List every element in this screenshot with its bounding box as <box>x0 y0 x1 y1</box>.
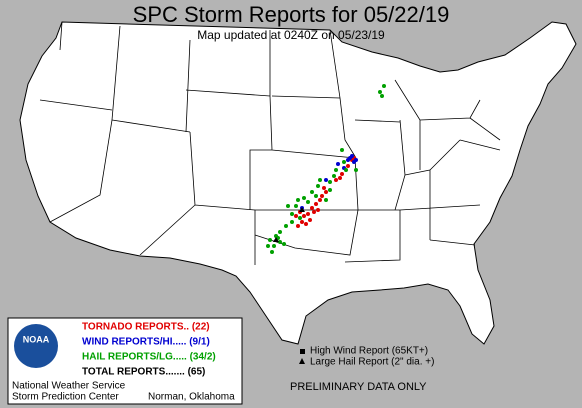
report-point <box>290 220 294 224</box>
report-point <box>354 158 358 162</box>
report-point <box>324 198 328 202</box>
report-point <box>380 94 384 98</box>
report-point <box>270 250 274 254</box>
report-point <box>284 224 288 228</box>
report-point <box>340 148 344 152</box>
report-point <box>310 190 314 194</box>
title: SPC Storm Reports for 05/22/19 <box>133 2 450 27</box>
report-point <box>324 178 328 182</box>
report-point <box>314 194 318 198</box>
report-point <box>290 212 294 216</box>
report-point <box>282 242 286 246</box>
report-point <box>336 162 340 166</box>
footer-city: Norman, Oklahoma <box>148 392 235 403</box>
report-point <box>308 218 312 222</box>
report-point <box>346 164 350 168</box>
report-point <box>306 212 310 216</box>
notice: PRELIMINARY DATA ONLY <box>290 381 427 393</box>
legend-large-hail: Large Hail Report (2" dia. +) <box>310 357 434 368</box>
report-point <box>316 184 320 188</box>
report-point <box>334 168 338 172</box>
report-point <box>272 244 276 248</box>
report-point <box>278 230 282 234</box>
footer-spc: Storm Prediction Center <box>12 392 119 403</box>
report-point <box>296 198 300 202</box>
report-point <box>332 174 336 178</box>
report-point <box>300 220 304 224</box>
report-point <box>302 214 306 218</box>
state-lines <box>39 21 501 265</box>
report-point <box>340 172 344 176</box>
report-point <box>314 202 318 206</box>
report-point <box>322 186 326 190</box>
report-point <box>320 194 324 198</box>
legend-total: TOTAL REPORTS....... (65) <box>82 367 205 378</box>
large-hail-symbol <box>299 358 305 364</box>
us-outline <box>19 21 577 345</box>
high-wind-symbol <box>300 349 305 354</box>
report-point <box>286 204 290 208</box>
report-point <box>299 207 305 212</box>
footer-nws: National Weather Service <box>12 381 126 392</box>
report-point <box>278 240 282 244</box>
legend-wind: WIND REPORTS/HI..... (9/1) <box>82 337 210 348</box>
report-point <box>310 206 314 210</box>
logo-text: NOAA <box>23 334 50 344</box>
report-point <box>316 208 320 212</box>
legend-tornado: TORNADO REPORTS.. (22) <box>82 322 210 333</box>
report-point <box>342 160 346 164</box>
report-point <box>318 178 322 182</box>
report-point <box>318 198 322 202</box>
report-point <box>304 222 308 226</box>
report-point <box>268 238 272 242</box>
report-point <box>266 244 270 248</box>
report-point <box>334 178 338 182</box>
logo <box>14 324 58 368</box>
report-point <box>298 216 302 220</box>
report-point <box>328 180 332 184</box>
report-point <box>338 176 342 180</box>
legend-high-wind: High Wind Report (65KT+) <box>310 346 428 357</box>
report-point <box>296 224 300 228</box>
report-point <box>274 234 278 238</box>
report-point <box>328 188 332 192</box>
report-point <box>346 158 350 162</box>
report-point <box>294 204 298 208</box>
report-point <box>382 84 386 88</box>
report-point <box>378 90 382 94</box>
report-point <box>306 200 310 204</box>
report-point <box>302 196 306 200</box>
storm-reports <box>266 84 386 254</box>
report-point <box>273 237 279 242</box>
report-point <box>350 154 354 158</box>
report-point <box>354 168 358 172</box>
legend-hail: HAIL REPORTS/LG..... (34/2) <box>82 352 216 363</box>
subtitle: Map updated at 0240Z on 05/23/19 <box>197 28 385 42</box>
report-point <box>324 190 328 194</box>
report-point <box>344 168 348 172</box>
report-point <box>312 210 316 214</box>
report-point <box>294 214 298 218</box>
